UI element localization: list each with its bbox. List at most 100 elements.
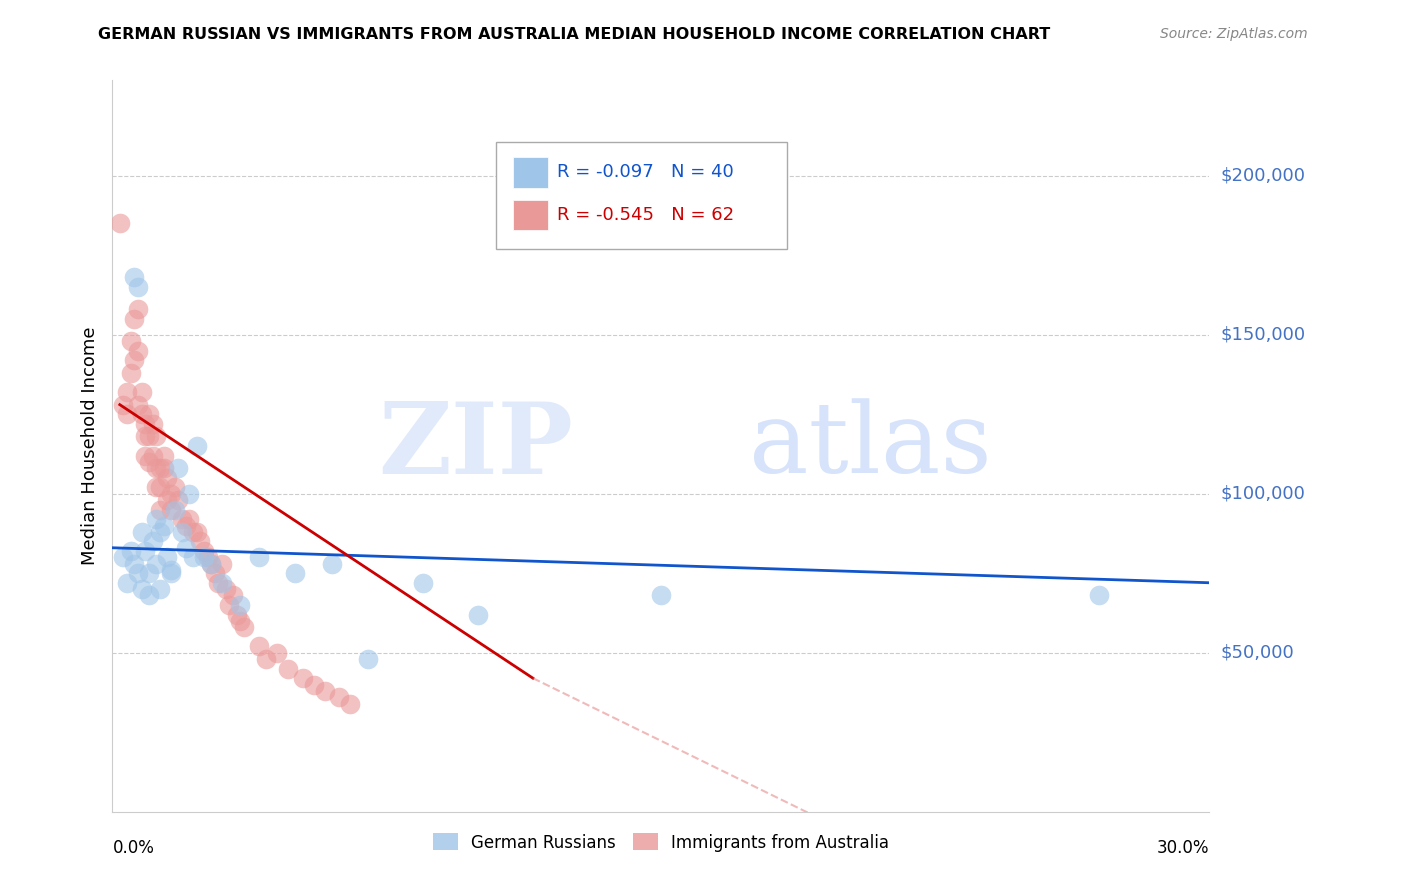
Text: $200,000: $200,000 bbox=[1220, 167, 1305, 185]
Point bbox=[200, 557, 222, 571]
Point bbox=[120, 544, 142, 558]
Point bbox=[186, 524, 208, 539]
Point bbox=[186, 439, 208, 453]
Point bbox=[357, 652, 380, 666]
Point bbox=[218, 598, 240, 612]
Point bbox=[145, 512, 167, 526]
Text: 30.0%: 30.0% bbox=[1157, 839, 1209, 857]
Point bbox=[179, 512, 201, 526]
FancyBboxPatch shape bbox=[513, 157, 548, 188]
FancyBboxPatch shape bbox=[513, 200, 548, 230]
Point bbox=[167, 493, 190, 508]
FancyBboxPatch shape bbox=[496, 143, 787, 249]
Text: atlas: atlas bbox=[748, 398, 991, 494]
Point bbox=[247, 550, 270, 565]
Point bbox=[115, 407, 138, 421]
Point bbox=[127, 302, 149, 317]
Legend: German Russians, Immigrants from Australia: German Russians, Immigrants from Austral… bbox=[426, 827, 896, 858]
Point bbox=[120, 366, 142, 380]
Point bbox=[127, 343, 149, 358]
Point bbox=[254, 652, 277, 666]
Point bbox=[181, 524, 204, 539]
Point bbox=[156, 493, 179, 508]
Text: R = -0.545   N = 62: R = -0.545 N = 62 bbox=[557, 206, 734, 224]
Point bbox=[108, 216, 131, 230]
Point bbox=[145, 429, 167, 443]
Text: 0.0%: 0.0% bbox=[112, 839, 155, 857]
Point bbox=[277, 662, 299, 676]
Y-axis label: Median Household Income: Median Household Income bbox=[80, 326, 98, 566]
Point bbox=[142, 417, 165, 431]
Point bbox=[200, 557, 222, 571]
Point bbox=[467, 607, 489, 622]
Point bbox=[124, 311, 146, 326]
Point bbox=[163, 480, 186, 494]
Point bbox=[160, 566, 183, 581]
Point bbox=[127, 280, 149, 294]
Point bbox=[138, 589, 160, 603]
Point bbox=[339, 697, 361, 711]
Point bbox=[124, 270, 146, 285]
Point bbox=[197, 550, 219, 565]
Point bbox=[134, 544, 156, 558]
Point bbox=[225, 607, 247, 622]
Point bbox=[127, 398, 149, 412]
Point bbox=[124, 557, 146, 571]
Point bbox=[160, 563, 183, 577]
Point bbox=[170, 524, 193, 539]
Point bbox=[112, 398, 135, 412]
Point bbox=[134, 417, 156, 431]
Point bbox=[321, 557, 343, 571]
Point bbox=[131, 384, 153, 399]
Point bbox=[145, 557, 167, 571]
Point bbox=[179, 486, 201, 500]
Point bbox=[149, 502, 172, 516]
Point bbox=[156, 550, 179, 565]
Point bbox=[149, 582, 172, 596]
Point bbox=[266, 646, 288, 660]
Point bbox=[247, 640, 270, 654]
Text: $50,000: $50,000 bbox=[1220, 644, 1294, 662]
Point bbox=[142, 449, 165, 463]
Point bbox=[160, 486, 183, 500]
Point bbox=[181, 550, 204, 565]
Point bbox=[127, 566, 149, 581]
Text: $100,000: $100,000 bbox=[1220, 484, 1305, 503]
Point bbox=[134, 449, 156, 463]
Point bbox=[115, 575, 138, 590]
Point bbox=[412, 575, 434, 590]
Text: $150,000: $150,000 bbox=[1220, 326, 1305, 343]
Point bbox=[115, 384, 138, 399]
Point bbox=[215, 582, 238, 596]
Point bbox=[328, 690, 350, 705]
Point bbox=[650, 589, 672, 603]
Point bbox=[124, 353, 146, 368]
Point bbox=[160, 502, 183, 516]
Point bbox=[211, 575, 233, 590]
Point bbox=[167, 461, 190, 475]
Point bbox=[112, 550, 135, 565]
Point bbox=[291, 671, 314, 685]
Point bbox=[131, 524, 153, 539]
Point bbox=[152, 518, 174, 533]
Point bbox=[156, 471, 179, 485]
Text: ZIP: ZIP bbox=[378, 398, 574, 494]
Point bbox=[134, 429, 156, 443]
Point bbox=[142, 534, 165, 549]
Point bbox=[138, 407, 160, 421]
Point bbox=[284, 566, 307, 581]
Point bbox=[163, 502, 186, 516]
Point bbox=[149, 524, 172, 539]
Point bbox=[204, 566, 226, 581]
Point bbox=[174, 541, 197, 555]
Point bbox=[222, 589, 245, 603]
Point bbox=[131, 407, 153, 421]
Point bbox=[188, 534, 211, 549]
Point bbox=[170, 512, 193, 526]
Point bbox=[174, 518, 197, 533]
Point bbox=[152, 461, 174, 475]
Point bbox=[233, 620, 256, 634]
Point bbox=[145, 480, 167, 494]
Point bbox=[193, 550, 215, 565]
Point bbox=[120, 334, 142, 348]
